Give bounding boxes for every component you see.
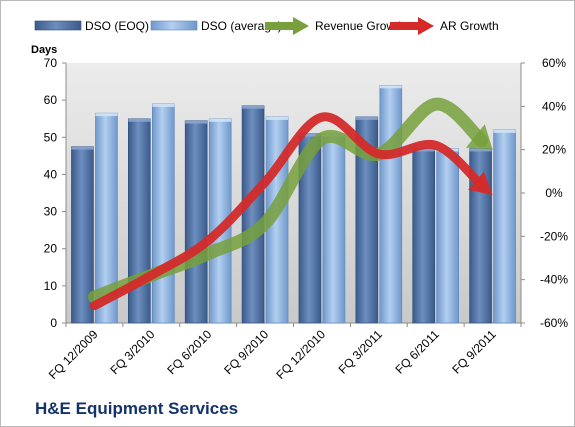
bar-cap-dso-eoq <box>242 105 265 109</box>
bar-cap-dso-average <box>379 85 402 89</box>
bar-cap-dso-average <box>209 118 232 122</box>
y2-tick-label: -20% <box>540 229 568 243</box>
x-tick-label: FQ 3/2010 <box>107 327 157 377</box>
legend-swatch-dso-eoq <box>34 20 82 31</box>
bar-dso-eoq <box>241 105 265 324</box>
x-tick-label: FQ 9/2010 <box>221 327 271 377</box>
x-tick-label: FQ 3/2011 <box>336 327 386 377</box>
bar-dso-average <box>436 148 459 324</box>
y-tick-label: 10 <box>44 279 58 293</box>
bar-cap-dso-eoq <box>412 148 435 152</box>
x-tick-label: FQ 12/2009 <box>46 327 101 382</box>
bar-cap-dso-average <box>266 116 289 120</box>
bar-cap-dso-average <box>95 113 118 117</box>
bar-cap-dso-eoq <box>185 120 208 124</box>
arrowhead-ar-growth <box>468 171 493 196</box>
legend: DSO (EOQ) DSO (average) Revenue Growth AR G… <box>34 17 499 35</box>
axis-ticks: 0 10 20 30 40 50 60 70 -60% -40% -20% 0% 20% 40% 60% <box>44 56 569 330</box>
x-axis-labels: FQ 12/2009 FQ 3/2010 FQ 6/2010 FQ 9/2010 FQ … <box>46 327 499 382</box>
bar-dso-eoq <box>128 118 151 324</box>
legend-label-revenue-growth: Revenue Growth <box>315 19 405 33</box>
legend-arrow-ar-growth <box>418 17 434 35</box>
bar-cap-dso-eoq <box>469 148 492 152</box>
bar-cap-dso-eoq <box>298 133 321 137</box>
bar-dso-average <box>322 133 346 324</box>
legend-label-dso-average: DSO (average) <box>201 19 282 33</box>
bar-cap-dso-average <box>152 103 175 107</box>
y-axis-title: Days <box>31 44 57 56</box>
y-tick-label: 70 <box>44 56 58 70</box>
y2-tick-label: -40% <box>540 273 568 287</box>
y-tick-label: 40 <box>44 167 58 181</box>
y-tick-label: 20 <box>44 242 58 256</box>
y-tick-label: 30 <box>44 205 58 219</box>
bar-dso-average <box>152 103 175 324</box>
bar-dso-average <box>379 84 403 324</box>
bar-cap-dso-average <box>493 129 516 133</box>
bar-dso-eoq <box>412 148 435 324</box>
bar-cap-dso-eoq <box>355 116 378 120</box>
arrowhead-revenue-growth <box>466 124 493 150</box>
bar-cap-dso-eoq <box>71 146 94 150</box>
y-tick-label: 60 <box>44 93 58 107</box>
y2-tick-label: 40% <box>542 99 566 113</box>
legend-swatch-dso-average <box>150 20 198 31</box>
chart-title: H&E Equipment Services <box>35 399 239 418</box>
y2-tick-label: 20% <box>542 143 566 157</box>
legend-label-dso-eoq: DSO (EOQ) <box>85 19 149 33</box>
bar-cap-dso-eoq <box>128 118 151 122</box>
legend-arrow-revenue-growth <box>293 17 309 35</box>
bar-dso-average <box>493 129 516 324</box>
growth-lines <box>87 97 493 311</box>
x-tick-label: FQ 6/2010 <box>164 327 214 377</box>
x-tick-label: FQ 12/2010 <box>273 327 328 382</box>
y2-tick-label: 0% <box>545 186 563 200</box>
x-tick-label: FQ 9/2011 <box>449 327 499 377</box>
legend-label-ar-growth: AR Growth <box>440 19 499 33</box>
bar-dso-eoq <box>184 120 208 324</box>
line-ar-growth <box>89 112 487 311</box>
x-tick-label: FQ 6/2011 <box>392 327 442 377</box>
y-tick-label: 0 <box>50 316 57 330</box>
y2-tick-label: -60% <box>540 316 568 330</box>
y2-tick-label: 60% <box>542 56 566 70</box>
y-tick-label: 50 <box>44 130 58 144</box>
